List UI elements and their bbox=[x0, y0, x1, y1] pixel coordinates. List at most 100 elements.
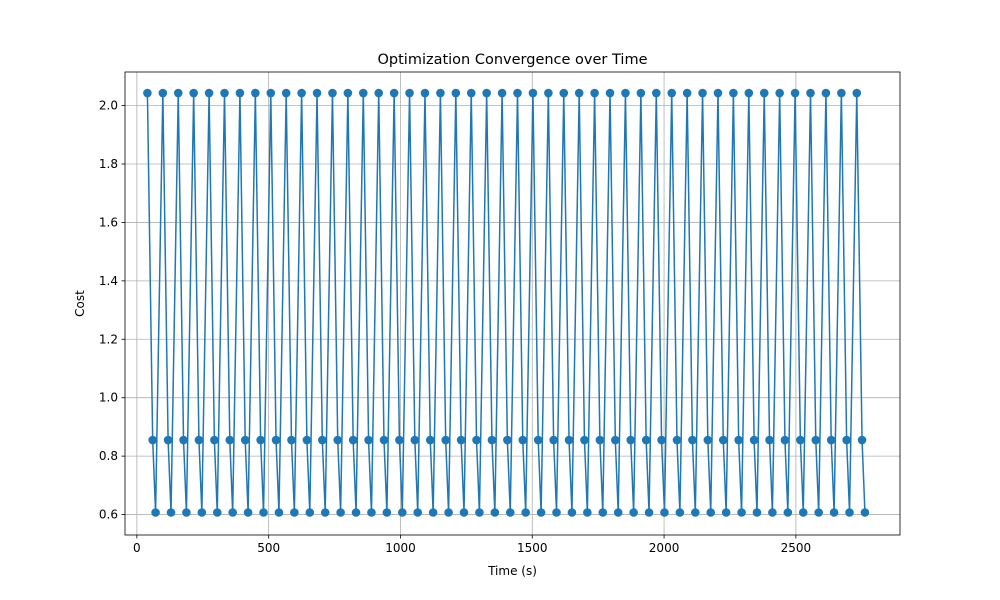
data-point bbox=[780, 435, 790, 445]
data-point bbox=[287, 435, 296, 445]
data-point bbox=[428, 508, 438, 517]
data-point bbox=[536, 508, 546, 517]
data-point bbox=[796, 435, 805, 445]
data-point bbox=[225, 435, 235, 445]
data-point bbox=[328, 88, 337, 98]
data-point bbox=[256, 435, 265, 445]
data-point bbox=[251, 88, 260, 98]
data-point bbox=[605, 88, 615, 98]
data-point bbox=[367, 508, 376, 517]
data-point bbox=[814, 508, 823, 517]
data-point bbox=[320, 508, 330, 517]
data-point bbox=[691, 508, 700, 517]
data-point bbox=[444, 508, 453, 517]
data-point bbox=[182, 508, 191, 517]
data-point bbox=[228, 508, 237, 517]
data-point bbox=[590, 88, 599, 98]
data-point bbox=[503, 435, 512, 445]
data-point bbox=[197, 508, 207, 517]
data-point bbox=[759, 88, 769, 98]
data-point bbox=[505, 508, 515, 517]
data-point bbox=[821, 88, 831, 98]
data-point bbox=[395, 435, 404, 445]
data-point bbox=[158, 88, 168, 98]
data-point bbox=[657, 435, 666, 445]
data-point bbox=[364, 435, 373, 445]
data-point bbox=[173, 88, 183, 98]
data-point bbox=[564, 435, 574, 445]
data-point bbox=[611, 435, 620, 445]
y-tick-label: 1.8 bbox=[99, 157, 118, 171]
data-point bbox=[629, 508, 638, 517]
data-point bbox=[744, 88, 754, 98]
data-point bbox=[752, 508, 762, 517]
grid-layer bbox=[125, 72, 900, 535]
x-tick-label: 1000 bbox=[385, 541, 416, 555]
data-point bbox=[768, 508, 777, 517]
x-tick-label: 500 bbox=[257, 541, 280, 555]
data-point bbox=[826, 435, 836, 445]
data-point bbox=[721, 508, 731, 517]
data-point bbox=[790, 88, 800, 98]
data-point bbox=[621, 88, 630, 98]
data-point bbox=[235, 88, 245, 98]
data-point bbox=[660, 508, 669, 517]
data-point bbox=[613, 508, 623, 517]
data-point bbox=[852, 88, 862, 98]
data-point bbox=[210, 435, 219, 445]
data-point bbox=[143, 88, 152, 98]
data-point bbox=[405, 88, 414, 98]
data-point bbox=[312, 88, 322, 98]
data-point bbox=[151, 508, 160, 517]
data-point bbox=[240, 435, 250, 445]
chart-title: Optimization Convergence over Time bbox=[377, 52, 647, 68]
x-tick-label: 2500 bbox=[781, 541, 812, 555]
data-point bbox=[179, 435, 188, 445]
y-axis-title: Cost bbox=[73, 290, 87, 317]
data-point bbox=[672, 435, 682, 445]
data-point bbox=[552, 508, 561, 517]
data-point bbox=[598, 508, 608, 517]
data-point bbox=[806, 88, 815, 98]
data-point bbox=[675, 508, 685, 517]
data-point bbox=[513, 88, 522, 98]
data-point bbox=[837, 88, 846, 98]
y-tick-label: 2.0 bbox=[99, 99, 118, 113]
data-point bbox=[243, 508, 253, 517]
data-point bbox=[425, 435, 435, 445]
data-point bbox=[382, 508, 392, 517]
data-point bbox=[374, 88, 384, 98]
data-point bbox=[359, 88, 368, 98]
data-point bbox=[652, 88, 661, 98]
data-point bbox=[528, 88, 538, 98]
data-point bbox=[583, 508, 592, 517]
data-point bbox=[845, 508, 854, 517]
series-layer bbox=[143, 88, 870, 517]
data-point bbox=[333, 435, 343, 445]
data-point bbox=[302, 435, 312, 445]
data-point bbox=[595, 435, 605, 445]
data-point bbox=[682, 88, 692, 98]
y-tick-label: 1.2 bbox=[99, 332, 118, 346]
data-point bbox=[379, 435, 389, 445]
data-point bbox=[559, 88, 569, 98]
data-point bbox=[703, 435, 713, 445]
data-point bbox=[290, 508, 299, 517]
data-point bbox=[472, 435, 481, 445]
data-point bbox=[729, 88, 738, 98]
data-point bbox=[305, 508, 315, 517]
x-axis-title: Time (s) bbox=[487, 564, 537, 578]
data-point bbox=[441, 435, 450, 445]
x-tick-label: 1500 bbox=[517, 541, 548, 555]
data-point bbox=[410, 435, 420, 445]
data-point bbox=[343, 88, 353, 98]
y-tick-label: 0.8 bbox=[99, 449, 118, 463]
data-point bbox=[163, 435, 173, 445]
data-point bbox=[549, 435, 558, 445]
data-point bbox=[166, 508, 176, 517]
data-point bbox=[389, 88, 399, 98]
data-point bbox=[148, 435, 157, 445]
x-tick-label: 0 bbox=[133, 541, 141, 555]
